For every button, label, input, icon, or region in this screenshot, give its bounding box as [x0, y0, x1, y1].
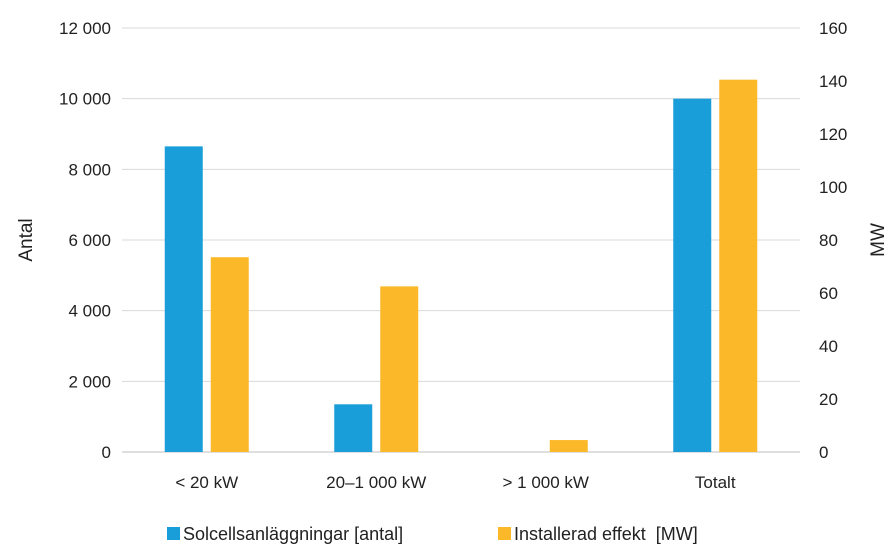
left-axis-ticks: 0 2 000 4 000 6 000 8 000 10 000 12 000 [59, 19, 111, 462]
left-axis-title: Antal [16, 218, 37, 261]
right-tick-label: 140 [819, 72, 847, 91]
right-tick-label: 160 [819, 19, 847, 38]
right-tick-label: 60 [819, 284, 838, 303]
bar-series-0-category-1 [334, 404, 373, 452]
bars [164, 79, 758, 453]
right-tick-label: 120 [819, 125, 847, 144]
legend-swatch-installerad-effekt [498, 527, 511, 540]
left-tick-label: 10 000 [59, 90, 111, 109]
legend: Solcellsanläggningar [antal] Installerad… [167, 524, 698, 544]
left-tick-label: 2 000 [68, 372, 111, 391]
left-tick-label: 12 000 [59, 19, 111, 38]
bar-series-1-category-1 [380, 286, 419, 452]
right-axis-ticks: 0 20 40 60 80 100 120 140 160 [819, 19, 847, 462]
x-tick-label: > 1 000 kW [503, 473, 589, 492]
legend-label-solcellsanlaggningar: Solcellsanläggningar [antal] [183, 524, 403, 544]
legend-swatch-solcellsanlaggningar [167, 527, 180, 540]
left-tick-label: 8 000 [68, 160, 111, 179]
x-tick-label: Totalt [695, 473, 736, 492]
bar-series-1-category-3 [719, 79, 758, 453]
bar-series-1-category-0 [210, 257, 249, 452]
right-tick-label: 100 [819, 178, 847, 197]
x-axis-ticks: < 20 kW 20–1 000 kW > 1 000 kW Totalt [175, 473, 736, 492]
bar-series-0-category-0 [164, 146, 203, 452]
right-axis-title: MW [868, 223, 889, 257]
x-tick-label: < 20 kW [175, 473, 238, 492]
bar-series-1-category-2 [549, 440, 588, 452]
left-tick-label: 0 [102, 443, 111, 462]
left-tick-label: 6 000 [68, 231, 111, 250]
right-tick-label: 80 [819, 231, 838, 250]
right-tick-label: 40 [819, 337, 838, 356]
legend-label-installerad-effekt: Installerad effekt [MW] [514, 524, 698, 544]
x-tick-label: 20–1 000 kW [326, 473, 426, 492]
right-tick-label: 20 [819, 390, 838, 409]
left-tick-label: 4 000 [68, 302, 111, 321]
right-tick-label: 0 [819, 443, 828, 462]
bar-series-0-category-3 [673, 98, 712, 453]
